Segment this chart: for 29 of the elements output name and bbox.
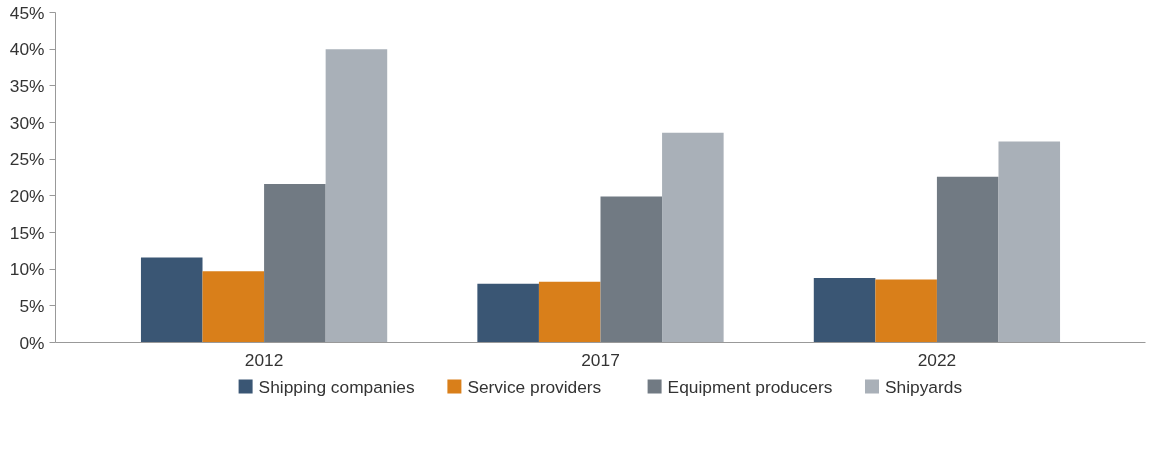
y-tick-label: 30% (9, 112, 45, 133)
x-tick-label: 2022 (917, 349, 957, 370)
y-tick-label: 20% (9, 185, 45, 206)
legend-label: Shipyards (885, 376, 963, 397)
x-tick-label: 2017 (581, 349, 620, 370)
bar (998, 141, 1061, 343)
y-tick-label: 25% (9, 149, 45, 170)
y-tick-label: 15% (9, 222, 45, 243)
bar (813, 277, 876, 343)
bar (936, 176, 999, 343)
bar (325, 49, 388, 343)
y-tick-label: 40% (9, 39, 45, 60)
bar (477, 283, 539, 343)
bar (600, 196, 663, 343)
y-tick-label: 10% (9, 259, 45, 280)
bar (202, 271, 265, 343)
bar (264, 184, 326, 343)
bar (140, 257, 203, 343)
y-tick-label: 45% (9, 2, 45, 23)
legend-label: Shipping companies (258, 376, 415, 397)
legend-label: Service providers (467, 376, 602, 397)
x-tick-label: 2012 (244, 349, 284, 370)
y-tick-label: 35% (9, 75, 45, 96)
y-tick-label: 0% (19, 332, 45, 353)
bar (875, 279, 937, 343)
y-tick-label: 5% (19, 295, 45, 316)
bar (662, 132, 724, 343)
legend-label: Equipment producers (667, 376, 833, 397)
bar (538, 281, 601, 343)
